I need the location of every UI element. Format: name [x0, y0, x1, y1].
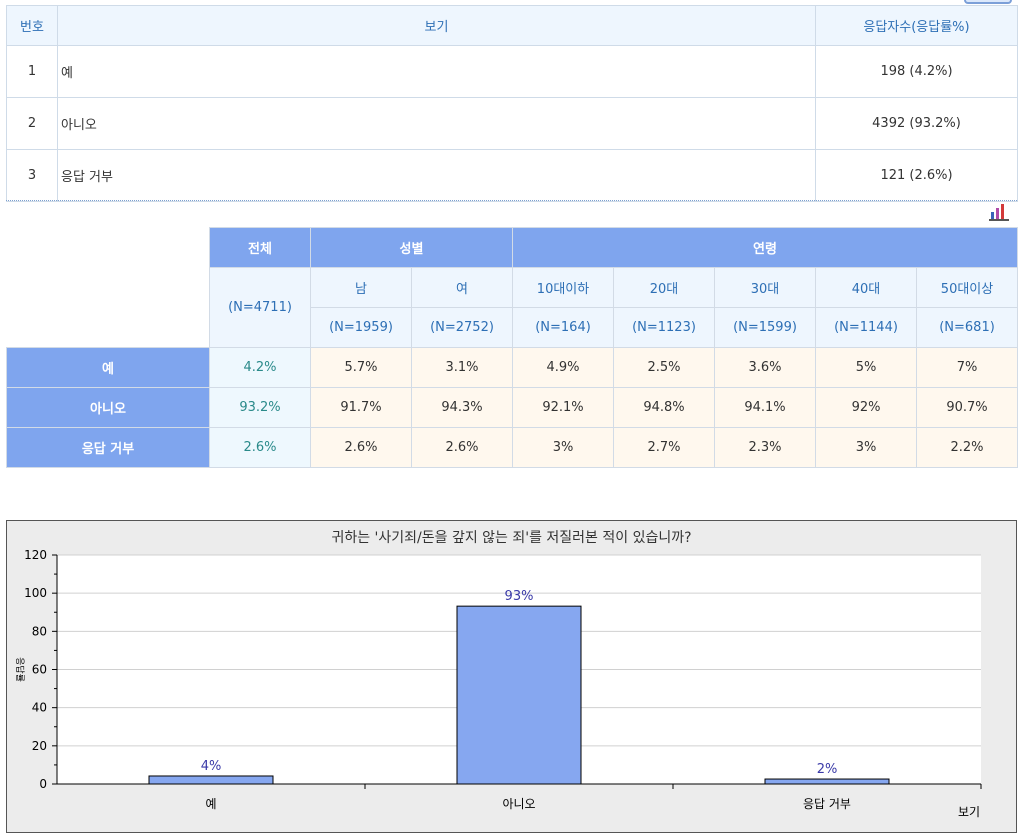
blank-corner: [6, 227, 210, 348]
header-no: 번호: [6, 5, 58, 46]
col-n-teens: (N=164): [512, 307, 615, 348]
y-tick-label: 0: [39, 777, 47, 791]
col-label-female: 여: [410, 267, 514, 308]
cell-value: 94.1%: [714, 387, 817, 428]
bar: [148, 775, 274, 785]
col-label-30s: 30대: [714, 267, 817, 308]
header-age: 연령: [512, 227, 1019, 268]
table-row: 아니오 93.2% 91.7% 94.3% 92.1% 94.8% 94.1% …: [6, 387, 1019, 428]
header-gender: 성별: [309, 227, 514, 268]
col-label-40s: 40대: [815, 267, 918, 308]
cell-value: 3.6%: [714, 347, 817, 388]
bar: [764, 778, 890, 785]
row-option: 예: [57, 45, 816, 98]
row-option: 응답 거부: [57, 149, 816, 202]
total-n: (N=4711): [209, 267, 311, 348]
col-n-50s: (N=681): [916, 307, 1019, 348]
row-no: 1: [6, 45, 58, 98]
cell-value: 7%: [916, 347, 1019, 388]
header-option: 보기: [57, 5, 816, 46]
header-count: 응답자수(응답률%): [815, 5, 1018, 46]
row-no: 2: [6, 97, 58, 150]
row-count: 4392 (93.2%): [815, 97, 1018, 150]
row-no: 3: [6, 149, 58, 202]
cell-value: 4.9%: [512, 347, 615, 388]
y-tick-label: 100: [24, 586, 47, 600]
table-row: 3 응답 거부 121 (2.6%): [6, 149, 1018, 202]
cell-total: 4.2%: [209, 347, 311, 388]
bar-data-label: 4%: [201, 759, 222, 774]
cell-value: 2.7%: [613, 427, 716, 468]
summary-table: 번호 보기 응답자수(응답률%) 1 예 198 (4.2%) 2 아니오 43…: [6, 5, 1018, 202]
col-n-20s: (N=1123): [613, 307, 716, 348]
cell-value: 92%: [815, 387, 918, 428]
cell-value: 2.5%: [613, 347, 716, 388]
cell-value: 90.7%: [916, 387, 1019, 428]
cell-value: 2.6%: [310, 427, 412, 468]
cell-value: 3%: [512, 427, 615, 468]
row-label: 예: [6, 347, 210, 388]
x-tick-label: 아니오: [502, 797, 535, 811]
header-total: 전체: [209, 227, 311, 268]
cell-value: 94.3%: [410, 387, 514, 428]
row-label: 아니오: [6, 387, 210, 428]
cell-value: 5%: [815, 347, 918, 388]
cell-value: 91.7%: [310, 387, 412, 428]
cell-value: 2.3%: [714, 427, 817, 468]
bar: [456, 605, 582, 785]
cross-table: 전체 성별 연령 (N=4711) 남 여 10대이하 20대 30대 40대 …: [6, 227, 1019, 468]
row-label: 응답 거부: [6, 427, 210, 468]
x-axis-label: 보기: [958, 805, 980, 819]
cell-value: 5.7%: [310, 347, 412, 388]
row-count: 198 (4.2%): [815, 45, 1018, 98]
y-tick-label: 60: [32, 663, 47, 677]
y-axis-label: 응답률: [14, 657, 26, 682]
col-label-teens: 10대이하: [512, 267, 615, 308]
col-n-male: (N=1959): [310, 307, 412, 348]
cell-value: 2.6%: [410, 427, 514, 468]
y-tick-label: 120: [24, 548, 47, 562]
cell-value: 94.8%: [613, 387, 716, 428]
y-tick-label: 80: [32, 624, 47, 638]
col-n-30s: (N=1599): [714, 307, 817, 348]
bar-data-label: 2%: [817, 762, 838, 777]
table-divider: [6, 200, 1017, 201]
y-tick-label: 20: [32, 739, 47, 753]
col-n-female: (N=2752): [410, 307, 514, 348]
row-option: 아니오: [57, 97, 816, 150]
y-tick-label: 40: [32, 701, 47, 715]
chart-panel: 귀하는 '사기죄/돈을 갚지 않는 죄'를 저질러본 적이 있습니까? 0 20 4…: [6, 520, 1017, 833]
col-label-50s: 50대이상: [916, 267, 1019, 308]
table-row: 2 아니오 4392 (93.2%): [6, 97, 1018, 150]
col-n-40s: (N=1144): [815, 307, 918, 348]
cell-total: 2.6%: [209, 427, 311, 468]
table-row: 1 예 198 (4.2%): [6, 45, 1018, 98]
x-tick-label: 예: [205, 797, 216, 811]
bar-data-label: 93%: [505, 589, 534, 604]
cell-value: 3.1%: [410, 347, 514, 388]
x-tick-label: 응답 거부: [803, 797, 851, 811]
summary-header-row: 번호 보기 응답자수(응답률%): [6, 5, 1018, 46]
cell-total: 93.2%: [209, 387, 311, 428]
cell-value: 2.2%: [916, 427, 1019, 468]
chart-title: 귀하는 '사기죄/돈을 갚지 않는 죄'를 저질러본 적이 있습니까?: [331, 530, 692, 546]
col-label-male: 남: [310, 267, 412, 308]
top-right-button[interactable]: [964, 0, 1012, 4]
bar-chart-icon[interactable]: [988, 203, 1010, 221]
cell-value: 3%: [815, 427, 918, 468]
table-row: 응답 거부 2.6% 2.6% 2.6% 3% 2.7% 2.3% 3% 2.2…: [6, 427, 1019, 468]
cell-value: 92.1%: [512, 387, 615, 428]
col-label-20s: 20대: [613, 267, 716, 308]
table-row: 예 4.2% 5.7% 3.1% 4.9% 2.5% 3.6% 5% 7%: [6, 347, 1019, 388]
row-count: 121 (2.6%): [815, 149, 1018, 202]
